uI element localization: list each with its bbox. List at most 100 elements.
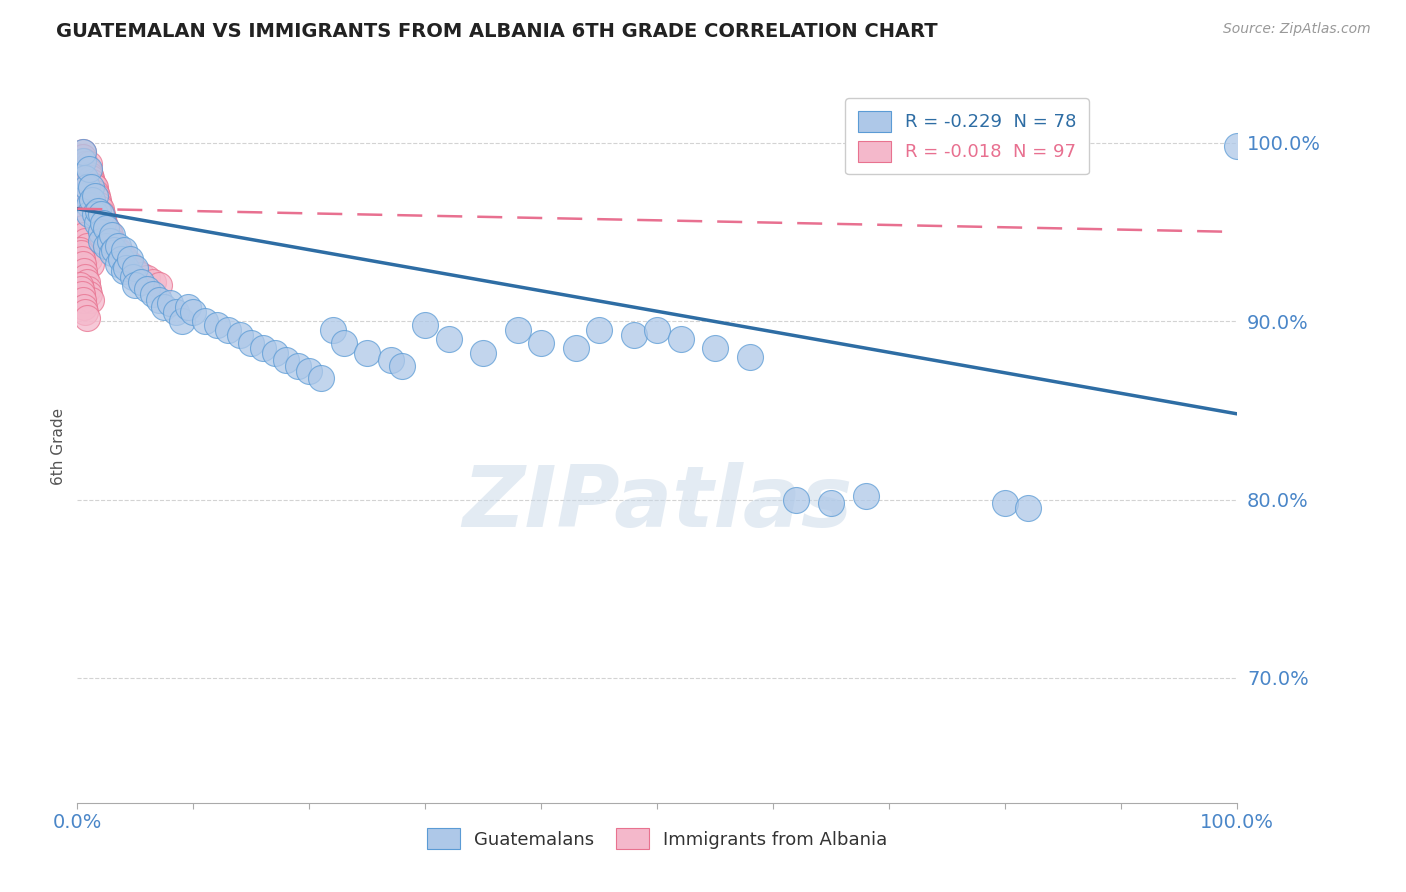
Point [69, 211, 91, 225]
Point [107, 239, 129, 253]
Point [77, 162, 100, 177]
Point [73, 264, 96, 278]
Point [75, 305, 97, 319]
Point [69, 282, 91, 296]
Point [72, 257, 94, 271]
Point [82, 175, 104, 189]
Point [69, 175, 91, 189]
Point [217, 323, 239, 337]
Point [101, 228, 124, 243]
Point [124, 264, 146, 278]
Point [70, 153, 93, 168]
Point [530, 335, 553, 350]
Text: GUATEMALAN VS IMMIGRANTS FROM ALBANIA 6TH GRADE CORRELATION CHART: GUATEMALAN VS IMMIGRANTS FROM ALBANIA 6T… [56, 22, 938, 41]
Point [72, 180, 94, 194]
Point [321, 323, 344, 337]
Point [69, 278, 91, 293]
Point [122, 269, 145, 284]
Point [87, 193, 110, 207]
Point [77, 198, 100, 212]
Point [252, 341, 274, 355]
Point [72, 157, 94, 171]
Point [96, 239, 118, 253]
Point [855, 489, 877, 503]
Point [380, 353, 402, 368]
Point [75, 269, 97, 284]
Point [76, 282, 98, 296]
Point [83, 178, 105, 193]
Point [69, 157, 91, 171]
Point [79, 168, 101, 182]
Point [263, 346, 285, 360]
Point [1018, 501, 1040, 516]
Point [115, 253, 138, 268]
Point [77, 207, 100, 221]
Point [124, 278, 146, 293]
Point [69, 150, 91, 164]
Text: Source: ZipAtlas.com: Source: ZipAtlas.com [1223, 22, 1371, 37]
Point [69, 243, 91, 257]
Point [70, 252, 93, 266]
Point [142, 275, 165, 289]
Point [91, 211, 114, 225]
Point [80, 293, 103, 307]
Point [101, 234, 124, 248]
Point [437, 332, 460, 346]
Point [76, 162, 98, 177]
Point [80, 180, 103, 194]
Point [148, 293, 170, 307]
Point [70, 162, 93, 177]
Point [165, 305, 187, 319]
Point [89, 198, 111, 212]
Point [90, 207, 112, 221]
Point [820, 496, 842, 510]
Point [240, 335, 263, 350]
Point [72, 162, 94, 177]
Point [80, 257, 103, 271]
Point [391, 359, 413, 373]
Point [77, 182, 100, 196]
Point [72, 168, 94, 182]
Point [287, 359, 309, 373]
Text: ZIPatlas: ZIPatlas [463, 461, 852, 545]
Point [69, 162, 91, 177]
Point [97, 225, 120, 239]
Point [704, 341, 727, 355]
Point [83, 189, 105, 203]
Y-axis label: 6th Grade: 6th Grade [51, 408, 66, 484]
Point [647, 323, 669, 337]
Point [118, 257, 141, 271]
Point [129, 268, 152, 282]
Point [740, 350, 762, 364]
Point [91, 216, 114, 230]
Point [274, 353, 298, 368]
Point [86, 189, 108, 203]
Point [73, 171, 96, 186]
Point [72, 293, 94, 307]
Point [77, 157, 100, 171]
Point [159, 296, 181, 310]
Point [107, 243, 129, 257]
Point [76, 177, 98, 191]
Point [183, 305, 205, 319]
Point [103, 239, 125, 253]
Point [103, 243, 125, 257]
Point [83, 180, 105, 194]
Point [70, 216, 93, 230]
Point [112, 250, 135, 264]
Point [69, 153, 91, 168]
Point [129, 275, 152, 289]
Point [107, 257, 129, 271]
Point [69, 246, 91, 260]
Point [669, 332, 692, 346]
Point [77, 252, 100, 266]
Point [83, 207, 105, 221]
Point [72, 175, 94, 189]
Point [72, 221, 94, 235]
Point [98, 234, 121, 248]
Point [76, 180, 98, 194]
Point [72, 186, 94, 200]
Point [112, 264, 135, 278]
Point [73, 228, 96, 243]
Point [82, 193, 104, 207]
